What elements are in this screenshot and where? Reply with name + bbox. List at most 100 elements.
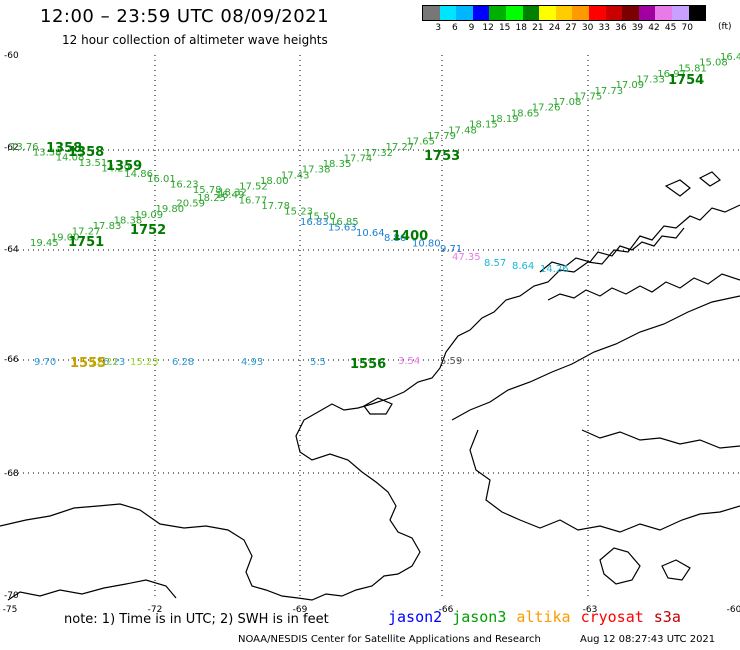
- track-value: 17.52: [239, 182, 268, 193]
- legend-label: 39: [631, 23, 644, 33]
- time-label: 1754: [668, 73, 704, 88]
- coastline-south: [7, 579, 177, 601]
- coastline-inlet: [599, 547, 641, 585]
- track-value: 9.71: [440, 244, 462, 255]
- coastline-west: [0, 503, 299, 599]
- track-value: 17.08: [553, 97, 582, 108]
- coastline: [0, 171, 740, 601]
- legend-swatch: [423, 6, 440, 20]
- time-label: 1358: [68, 145, 104, 160]
- track-value: 18.15: [469, 120, 498, 131]
- track-value: 6.23: [103, 357, 125, 368]
- altimeter-tracks: 19.4519.0017.2717.8318.3819.0919.8020.59…: [10, 52, 740, 368]
- track-value: 17.74: [344, 154, 373, 165]
- track-value: 17.27: [386, 142, 415, 153]
- track-value: 15.78: [193, 185, 222, 196]
- track-value: 17.33: [636, 75, 665, 86]
- track-value: 16.83: [300, 217, 329, 228]
- track-value: 15.50: [307, 212, 336, 223]
- track-value: 13.76: [10, 142, 39, 153]
- track-value: 17.65: [406, 137, 435, 148]
- time-label: 1751: [68, 235, 104, 250]
- coastline-interior: [469, 429, 740, 533]
- misc-value: 3.54: [398, 356, 420, 367]
- track-value: 19.45: [30, 238, 59, 249]
- track-value: 9.70: [34, 357, 56, 368]
- legend-swatch: [605, 6, 623, 20]
- track-value: 17.79: [427, 131, 456, 142]
- legend-swatch: [688, 6, 706, 20]
- coastline-islands-1: [539, 227, 685, 273]
- longitude-label: -75: [3, 605, 18, 615]
- track-value: 8.57: [484, 258, 506, 269]
- track-value: 8.64: [512, 261, 534, 272]
- track-value: 10.80: [412, 239, 441, 250]
- time-label: 1359: [106, 159, 142, 174]
- legend-swatch: [655, 6, 672, 20]
- legend-labels: 3 6 9 12 15 18 21 24 27 30 33 36 39 42 45 70: [422, 23, 706, 33]
- legend-label: 45: [664, 23, 677, 33]
- track-value: 15.08: [699, 58, 728, 69]
- legend-swatch: [439, 6, 457, 20]
- coastline-islands-2: [547, 273, 740, 301]
- legend-label: 33: [598, 23, 610, 33]
- satellite-altika: altika: [516, 608, 571, 626]
- misc-values: 5.59 3.54: [398, 356, 462, 367]
- track-value: 15.23: [284, 206, 313, 217]
- track-value: 18.32: [218, 187, 247, 198]
- track-value: 15.63: [328, 222, 357, 233]
- track-value: 18.00: [260, 176, 289, 187]
- coastline-island-b: [664, 179, 691, 197]
- legend-swatch: [622, 6, 639, 20]
- color-legend: 3 6 9 12 15 18 21 24 27 30 33 36 39 42 45 70 (ft): [422, 5, 732, 33]
- latitude-label: -70: [4, 591, 19, 601]
- legend-label: 18: [515, 23, 527, 33]
- time-label: 1555: [70, 356, 106, 371]
- legend-label: 6: [452, 23, 458, 33]
- legend-swatch: [539, 6, 556, 20]
- legend-swatch: [555, 6, 573, 20]
- latitude-label: -68: [4, 469, 19, 479]
- track-value: 47.35: [452, 252, 481, 263]
- legend-swatches: [422, 5, 707, 21]
- legend-swatch: [472, 6, 490, 20]
- time-label: 1400: [392, 229, 428, 244]
- track-value: 10.64: [356, 228, 385, 239]
- longitude-label: -72: [148, 605, 163, 615]
- track-value: 8.86: [384, 233, 406, 244]
- legend-label: 42: [648, 23, 660, 33]
- track-value: 17.48: [448, 125, 477, 136]
- track-value: 19.80: [156, 204, 185, 215]
- coastline-ice-shelf: [581, 429, 740, 449]
- track-value: 17.38: [302, 165, 331, 176]
- credit-line: NOAA/NESDIS Center for Satellite Applica…: [238, 634, 541, 645]
- track-value: 18.19: [490, 114, 519, 125]
- track-value: 4.93: [241, 357, 263, 368]
- coastline-island-c: [698, 171, 721, 187]
- track-value: 17.09: [616, 80, 645, 91]
- map-title: 12:00 – 23:59 UTC 08/09/2021: [40, 6, 330, 27]
- legend-swatch: [572, 6, 589, 20]
- misc-value: 5.59: [440, 356, 462, 367]
- longitude-label: -69: [293, 605, 308, 615]
- track-value: 16.49: [216, 190, 245, 201]
- track-value: 19.00: [51, 232, 80, 243]
- longitude-label: -63: [583, 605, 598, 615]
- track-value: 14.08: [56, 153, 85, 164]
- legend-swatch: [588, 6, 606, 20]
- track-value: 17.78: [261, 201, 290, 212]
- legend-label: 21: [532, 23, 544, 33]
- latitude-label: -60: [4, 51, 19, 61]
- time-label: 1556: [350, 357, 386, 372]
- legend-label: 9: [468, 23, 475, 33]
- track-value: 17.27: [72, 227, 101, 238]
- track-value: 16.85: [330, 217, 359, 228]
- satellite-cryosat: cryosat: [580, 608, 644, 626]
- legend-unit: (ft): [718, 22, 732, 32]
- track-value: 16.46: [720, 52, 740, 63]
- track-value: 17.26: [532, 103, 561, 114]
- time-label: 1753: [424, 149, 460, 164]
- legend-swatch: [671, 6, 689, 20]
- satellite-jason2: jason2: [388, 608, 443, 626]
